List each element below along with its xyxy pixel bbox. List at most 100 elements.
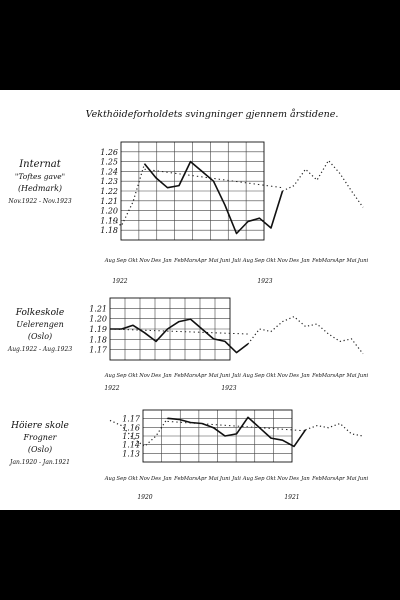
series-label-line: Jan.1920 - Jan.1921 xyxy=(8,459,70,466)
month-tick-label: Nov xyxy=(138,373,150,379)
month-tick-label: Mars xyxy=(183,476,198,482)
measured-line xyxy=(167,416,307,448)
month-tick-label: Apr xyxy=(196,476,207,482)
month-tick-label: Aug xyxy=(242,373,254,379)
plot-frame xyxy=(142,409,293,463)
month-tick-label: Jan xyxy=(162,476,172,482)
seasonal-line-after xyxy=(305,422,364,437)
month-tick-label: Jan xyxy=(162,258,172,264)
month-tick-label: Mars xyxy=(321,258,336,264)
y-tick-label: 1.20 xyxy=(89,315,107,324)
month-tick-label: Apr xyxy=(196,373,207,379)
month-tick-label: Okt xyxy=(266,373,276,379)
y-tick-label: 1.21 xyxy=(89,304,107,313)
month-tick-label: Juli xyxy=(231,373,241,379)
month-tick-label: Des xyxy=(288,258,299,264)
month-tick-label: Mars xyxy=(321,373,336,379)
month-tick-label: Juli xyxy=(231,476,241,482)
month-tick-label: Jan xyxy=(300,258,310,264)
y-tick-label: 1.21 xyxy=(100,197,118,206)
month-tick-label: Mai xyxy=(207,373,218,379)
month-tick-label: Nov xyxy=(276,258,288,264)
series-label-line: Höiere skole xyxy=(10,421,69,431)
chart-panel-internat: 1.261.251.241.231.221.211.201.191.18 Inte… xyxy=(7,141,369,285)
year-label: 1922 xyxy=(112,278,127,285)
series-label-line: Folkeskole xyxy=(15,308,65,318)
trend-line xyxy=(167,420,306,432)
series-label-line: "Toftes gave" xyxy=(15,172,65,181)
year-label: 1922 xyxy=(104,385,119,392)
grid xyxy=(143,410,292,462)
month-tick-label: Nov xyxy=(138,258,150,264)
y-tick-label: 1.26 xyxy=(100,148,118,157)
month-tick-label: Feb xyxy=(311,258,322,264)
grid xyxy=(121,142,264,240)
month-tick-label: Aug xyxy=(242,258,254,264)
month-tick-label: Aug xyxy=(104,373,116,379)
month-tick-label: Jan xyxy=(300,373,310,379)
y-tick-label: 1.16 xyxy=(122,423,140,432)
month-tick-label: Mai xyxy=(207,258,218,264)
y-tick-label: 1.23 xyxy=(100,177,118,186)
chart-panel-folkeskole: 1.21 1.201.191.18 1.17 Folkeskole Uelerengen… xyxy=(7,297,369,392)
month-tick-label: Juli xyxy=(231,258,241,264)
month-tick-label: Okt xyxy=(128,373,138,379)
month-tick-label: Juni xyxy=(357,373,369,379)
month-tick-label: Aug xyxy=(104,258,116,264)
year-label: 1921 xyxy=(284,494,299,501)
month-tick-label: Sep xyxy=(117,476,128,482)
month-tick-label: Juni xyxy=(219,373,231,379)
month-tick-label: Feb xyxy=(311,476,322,482)
series-label-line: (Hedmark) xyxy=(18,184,62,193)
month-tick-label: Okt xyxy=(266,258,276,264)
year-label: 1923 xyxy=(257,278,272,285)
month-tick-label: Des xyxy=(288,476,299,482)
grid xyxy=(110,298,230,360)
charts-group: 1.261.251.241.231.221.211.201.191.18Inte… xyxy=(7,141,369,501)
month-tick-label: Mai xyxy=(345,373,356,379)
month-tick-label: Jan xyxy=(300,476,310,482)
month-tick-label: Juni xyxy=(219,258,231,264)
y-tick-label: 1.17 xyxy=(122,415,141,424)
y-tick-label: 1.24 xyxy=(100,167,118,176)
y-tick-label: 1.18 xyxy=(100,226,118,235)
seasonal-line-before xyxy=(109,163,146,227)
month-tick-label: Aug xyxy=(242,476,254,482)
month-tick-label: Apr xyxy=(334,258,345,264)
month-tick-label: Sep xyxy=(255,373,266,379)
month-tick-label: Des xyxy=(150,476,161,482)
month-tick-label: Juni xyxy=(219,476,231,482)
month-tick-label: Feb xyxy=(173,258,184,264)
month-tick-label: Sep xyxy=(117,373,128,379)
month-tick-label: Sep xyxy=(117,258,128,264)
month-tick-label: Aug xyxy=(104,476,116,482)
month-tick-label: Okt xyxy=(128,258,138,264)
year-label: 1920 xyxy=(137,494,152,501)
y-tick-label: 1.19 xyxy=(89,325,107,334)
chart-title: Vekthöideforholdets svingninger gjennem … xyxy=(86,108,339,120)
month-tick-label: Apr xyxy=(334,476,345,482)
series-label-line: Frogner xyxy=(22,433,57,442)
y-tick-label: 1.13 xyxy=(122,449,140,458)
month-tick-label: Juni xyxy=(357,476,369,482)
y-tick-label: 1.17 xyxy=(89,346,108,355)
month-tick-label: Sep xyxy=(255,258,266,264)
year-label: 1923 xyxy=(221,385,236,392)
month-tick-label: Okt xyxy=(128,476,138,482)
measured-line xyxy=(110,318,249,354)
series-label-line: Nov.1922 - Nov.1923 xyxy=(7,198,71,205)
month-tick-label: Feb xyxy=(311,373,322,379)
month-tick-label: Mai xyxy=(207,476,218,482)
y-tick-label: 1.18 xyxy=(89,335,107,344)
y-tick-label: 1.22 xyxy=(100,187,118,196)
month-tick-label: Mai xyxy=(345,476,356,482)
series-label-line: Uelerengen xyxy=(16,320,64,329)
month-tick-label: Nov xyxy=(276,476,288,482)
month-tick-label: Okt xyxy=(266,476,276,482)
trend-line xyxy=(109,328,249,335)
month-tick-label: Sep xyxy=(255,476,266,482)
series-label-line: Internat xyxy=(18,159,62,170)
seasonal-line-after xyxy=(282,159,364,208)
month-tick-label: Nov xyxy=(138,476,150,482)
